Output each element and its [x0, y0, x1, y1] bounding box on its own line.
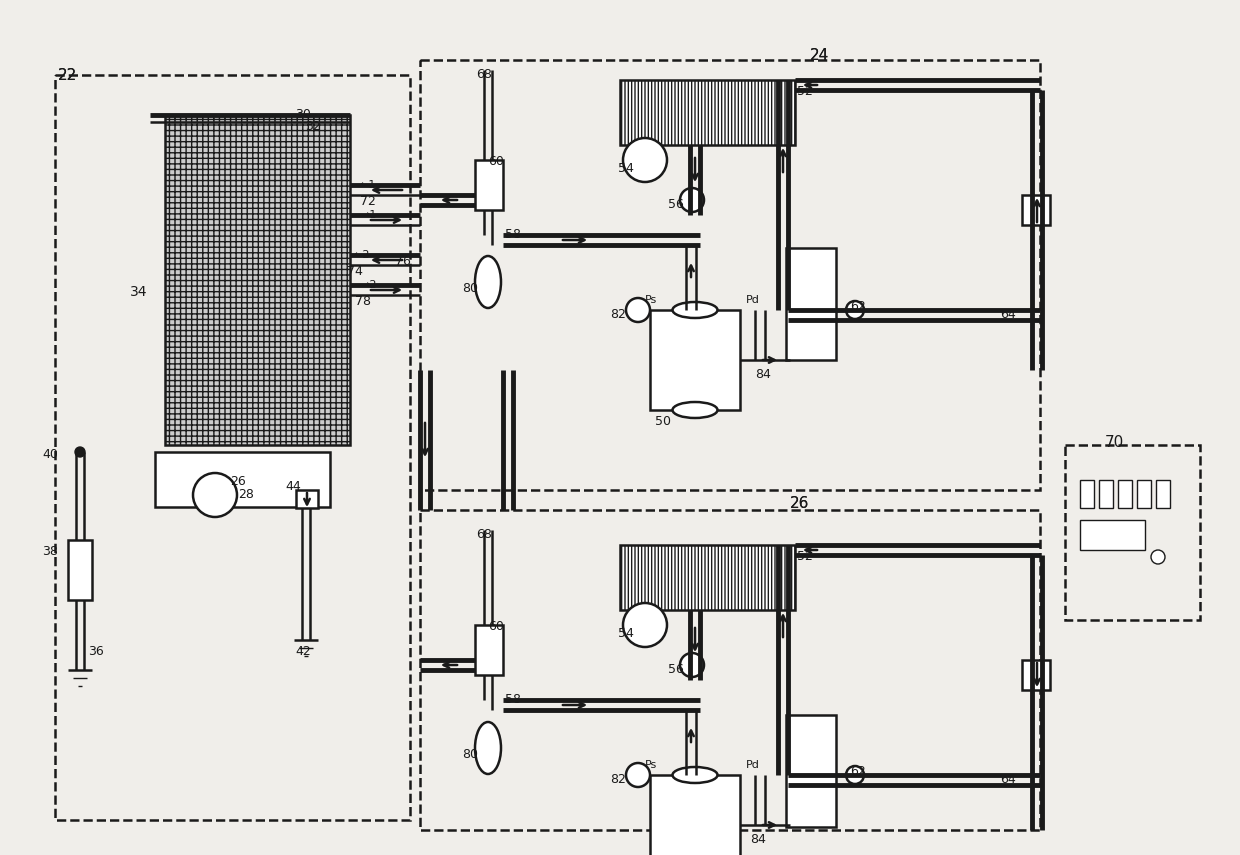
Text: 82: 82: [610, 308, 626, 321]
FancyBboxPatch shape: [1080, 480, 1094, 508]
Text: Pd: Pd: [746, 295, 760, 305]
Text: 50: 50: [655, 415, 671, 428]
Text: 56: 56: [668, 663, 684, 676]
Circle shape: [680, 653, 704, 677]
Text: 80: 80: [463, 748, 477, 761]
FancyBboxPatch shape: [650, 775, 740, 855]
Text: 54: 54: [618, 162, 634, 175]
Circle shape: [846, 766, 864, 784]
Text: 62: 62: [849, 300, 866, 313]
Circle shape: [626, 298, 650, 322]
Circle shape: [1151, 550, 1166, 564]
FancyBboxPatch shape: [1137, 480, 1151, 508]
FancyBboxPatch shape: [620, 545, 795, 610]
Text: 78: 78: [355, 295, 371, 308]
FancyBboxPatch shape: [1099, 480, 1114, 508]
Text: 22: 22: [58, 68, 77, 83]
Text: 42: 42: [295, 645, 311, 658]
Text: 76: 76: [396, 255, 410, 268]
Text: 32: 32: [305, 120, 321, 133]
Text: 34: 34: [130, 285, 148, 299]
Text: 30: 30: [295, 108, 311, 121]
Ellipse shape: [475, 256, 501, 308]
Text: 74: 74: [347, 265, 363, 278]
Text: 26: 26: [790, 496, 810, 511]
Ellipse shape: [672, 302, 718, 318]
Text: 26: 26: [229, 475, 246, 488]
Text: 58: 58: [505, 228, 521, 241]
Text: 72: 72: [360, 195, 376, 208]
Text: 68: 68: [476, 68, 492, 81]
Text: 38: 38: [42, 545, 58, 558]
Text: 24: 24: [810, 48, 830, 63]
Text: 68: 68: [476, 528, 492, 541]
FancyBboxPatch shape: [296, 490, 317, 508]
FancyBboxPatch shape: [786, 248, 836, 360]
Text: 62: 62: [849, 765, 866, 778]
FancyBboxPatch shape: [1118, 480, 1132, 508]
Text: 80: 80: [463, 282, 477, 295]
Text: 52: 52: [797, 85, 813, 98]
Text: 28: 28: [238, 488, 254, 501]
FancyBboxPatch shape: [1080, 520, 1145, 550]
Text: Pd: Pd: [746, 760, 760, 770]
Text: 64: 64: [999, 308, 1016, 321]
FancyBboxPatch shape: [165, 115, 350, 445]
Text: ←1: ←1: [360, 180, 377, 190]
Text: 36: 36: [88, 645, 104, 658]
Text: 84: 84: [750, 833, 766, 846]
Text: Ps: Ps: [645, 295, 657, 305]
Text: ←2: ←2: [353, 250, 370, 260]
Text: 60: 60: [489, 620, 503, 633]
Ellipse shape: [475, 722, 501, 774]
Text: 56: 56: [668, 198, 684, 211]
Text: 60: 60: [489, 155, 503, 168]
FancyBboxPatch shape: [475, 625, 503, 675]
Circle shape: [74, 447, 86, 457]
Text: 70: 70: [1105, 435, 1125, 450]
Text: 40: 40: [42, 448, 58, 461]
Text: →1: →1: [360, 210, 377, 220]
FancyBboxPatch shape: [650, 310, 740, 410]
Circle shape: [846, 301, 864, 319]
Ellipse shape: [672, 767, 718, 783]
FancyBboxPatch shape: [1022, 195, 1050, 225]
Text: 26: 26: [790, 496, 810, 511]
Text: 44: 44: [285, 480, 301, 493]
Text: 22: 22: [58, 68, 77, 83]
Text: 52: 52: [797, 550, 813, 563]
FancyBboxPatch shape: [155, 452, 330, 507]
Text: 54: 54: [618, 627, 634, 640]
Circle shape: [622, 603, 667, 647]
Text: 24: 24: [810, 48, 830, 63]
Ellipse shape: [672, 402, 718, 418]
Text: 84: 84: [755, 368, 771, 381]
Text: 64: 64: [999, 773, 1016, 786]
FancyBboxPatch shape: [620, 80, 795, 145]
Circle shape: [622, 138, 667, 182]
Text: Ps: Ps: [645, 760, 657, 770]
FancyBboxPatch shape: [1156, 480, 1171, 508]
Circle shape: [626, 763, 650, 787]
Text: 82: 82: [610, 773, 626, 786]
FancyBboxPatch shape: [786, 715, 836, 827]
FancyBboxPatch shape: [68, 540, 92, 600]
FancyBboxPatch shape: [1022, 660, 1050, 690]
Text: →2: →2: [360, 280, 377, 290]
Text: 58: 58: [505, 693, 521, 706]
Circle shape: [193, 473, 237, 517]
Circle shape: [680, 188, 704, 212]
FancyBboxPatch shape: [475, 160, 503, 210]
